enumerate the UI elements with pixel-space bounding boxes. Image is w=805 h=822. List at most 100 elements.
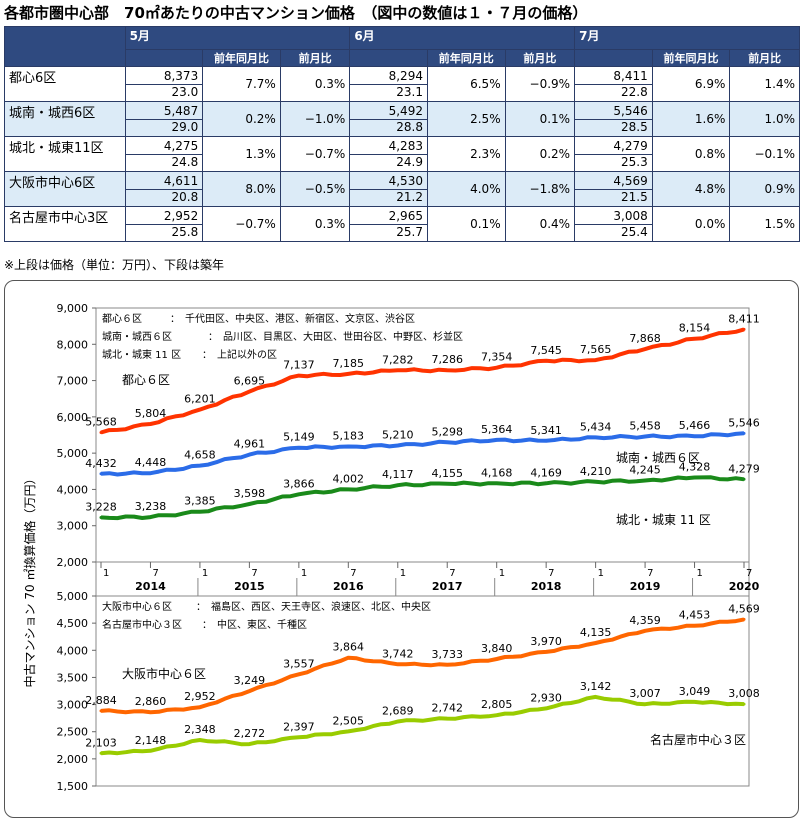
price-cell: 4,279 25.3 bbox=[574, 136, 653, 172]
month-header: 7月 bbox=[574, 26, 800, 50]
data-point bbox=[198, 464, 202, 468]
data-label: 5,546 bbox=[728, 416, 760, 429]
building-age-value: 25.4 bbox=[575, 223, 652, 240]
data-label: 7,286 bbox=[431, 353, 463, 366]
data-label: 3,866 bbox=[283, 477, 315, 490]
series-line bbox=[100, 617, 745, 715]
data-label: 4,432 bbox=[85, 457, 117, 470]
mom-header: 前月比 bbox=[504, 49, 576, 67]
price-trend-chart: 2,000 3,000 4,000 5,000 6,000 7,000 8,000 9,000… bbox=[22, 302, 760, 793]
data-point bbox=[693, 434, 697, 438]
price-value: 4,611 bbox=[163, 173, 199, 188]
data-label: 6,201 bbox=[184, 393, 216, 406]
data-label: 5,149 bbox=[283, 431, 315, 444]
yoy-header: 前年同月比 bbox=[202, 49, 281, 67]
price-cell: 5,546 28.5 bbox=[574, 101, 653, 137]
year-label: 2020 bbox=[729, 580, 760, 593]
month-tick-label: 7 bbox=[449, 568, 455, 579]
legend-note-areas: ： 福島区、西区、天王寺区、浪速区、北区、中央区 bbox=[196, 600, 431, 613]
price-value: 3,008 bbox=[613, 208, 648, 223]
price-value: 4,283 bbox=[388, 138, 423, 153]
data-point bbox=[346, 656, 350, 660]
data-label: 2,348 bbox=[184, 723, 216, 736]
data-point bbox=[544, 650, 548, 654]
series-name-label: 大阪市中心６区 bbox=[122, 666, 206, 681]
legend-note-areas: ： 品川区、目黒区、大田区、世田谷区、中野区、杉並区 bbox=[208, 330, 463, 343]
data-point bbox=[297, 446, 301, 450]
data-label: 4,168 bbox=[481, 466, 513, 479]
price-value: 4,279 bbox=[613, 138, 648, 153]
price-value: 5,492 bbox=[388, 103, 423, 118]
price-value: 4,569 bbox=[613, 173, 648, 188]
price-cell: 4,275 24.8 bbox=[124, 136, 204, 172]
yoy-change: 8.0% bbox=[202, 171, 281, 207]
yoy-change: 1.3% bbox=[202, 136, 281, 172]
series-name-label: 名古屋市中心３区 bbox=[650, 732, 746, 747]
y-tick-label: 2,000 bbox=[57, 753, 89, 766]
y-tick-label: 3,000 bbox=[57, 520, 89, 533]
yoy-change: 0.0% bbox=[651, 206, 731, 242]
month-tick-label: 1 bbox=[598, 568, 604, 579]
data-label: 4,117 bbox=[382, 468, 414, 481]
y-axis-label: 中古マンション 70 ㎡換算価格（万円） bbox=[22, 473, 37, 688]
data-label: 5,434 bbox=[580, 420, 612, 433]
data-label: 2,952 bbox=[184, 690, 216, 703]
data-label: 2,884 bbox=[85, 694, 117, 707]
mom-change: 0.4% bbox=[504, 206, 576, 242]
building-age-value: 20.8 bbox=[125, 188, 203, 205]
price-cell: 4,569 21.5 bbox=[574, 171, 653, 207]
mom-change: 1.5% bbox=[729, 206, 800, 242]
y-tick-label: 3,000 bbox=[57, 699, 89, 712]
data-label: 7,868 bbox=[629, 332, 661, 345]
data-point bbox=[198, 408, 202, 412]
data-label: 5,183 bbox=[333, 430, 365, 443]
data-point bbox=[148, 422, 152, 426]
data-point bbox=[544, 481, 548, 485]
data-label: 2,505 bbox=[333, 714, 365, 727]
y-tick-label: 8,000 bbox=[57, 338, 89, 351]
price-cell: 8,373 23.0 bbox=[124, 66, 204, 102]
yoy-change: −0.7% bbox=[202, 206, 281, 242]
mom-change: 0.2% bbox=[504, 136, 576, 172]
yoy-header: 前年同月比 bbox=[651, 49, 731, 67]
data-label: 4,002 bbox=[333, 472, 365, 485]
price-cell: 5,492 28.8 bbox=[349, 101, 428, 137]
year-label: 2019 bbox=[630, 580, 661, 593]
y-tick-label: 4,000 bbox=[57, 483, 89, 496]
data-point bbox=[594, 695, 598, 699]
data-label: 7,185 bbox=[333, 357, 365, 370]
price-cell: 2,965 25.7 bbox=[349, 206, 428, 242]
data-label: 7,545 bbox=[530, 344, 562, 357]
area-name: 都心6区 bbox=[4, 66, 126, 102]
y-tick-label: 5,000 bbox=[57, 590, 89, 603]
data-point bbox=[346, 445, 350, 449]
data-label: 2,272 bbox=[234, 727, 266, 740]
yoy-change: 4.0% bbox=[426, 171, 506, 207]
month-header: 5月 bbox=[124, 26, 351, 50]
data-label: 6,695 bbox=[234, 375, 266, 388]
data-point bbox=[247, 502, 251, 506]
data-point bbox=[396, 662, 400, 666]
yoy-change: 6.9% bbox=[651, 66, 731, 102]
data-label: 4,328 bbox=[679, 461, 711, 474]
data-label: 8,411 bbox=[728, 312, 760, 325]
building-age-value: 21.2 bbox=[350, 188, 427, 205]
table-row: 城北・城東11区 4,275 24.8 1.3% −0.7% 4,283 24.9 2.3% 0… bbox=[4, 136, 800, 172]
data-point bbox=[742, 702, 746, 706]
legend-note-label: 城北・城東 11 区 bbox=[102, 348, 181, 361]
data-point bbox=[297, 492, 301, 496]
data-label: 5,364 bbox=[481, 423, 513, 436]
data-point bbox=[198, 738, 202, 742]
data-label: 3,228 bbox=[85, 500, 117, 513]
legend-note-label: 大阪市中心６区 bbox=[102, 600, 172, 613]
mom-change: −0.1% bbox=[729, 136, 800, 172]
yoy-change: 0.8% bbox=[651, 136, 731, 172]
mom-change: −0.5% bbox=[279, 171, 351, 207]
data-point bbox=[148, 710, 152, 714]
data-label: 4,658 bbox=[184, 449, 216, 462]
data-label: 4,448 bbox=[135, 456, 167, 469]
yoy-change: 0.2% bbox=[202, 101, 281, 137]
price-value: 5,546 bbox=[613, 103, 648, 118]
data-point bbox=[445, 482, 449, 486]
data-label: 3,970 bbox=[530, 635, 562, 648]
